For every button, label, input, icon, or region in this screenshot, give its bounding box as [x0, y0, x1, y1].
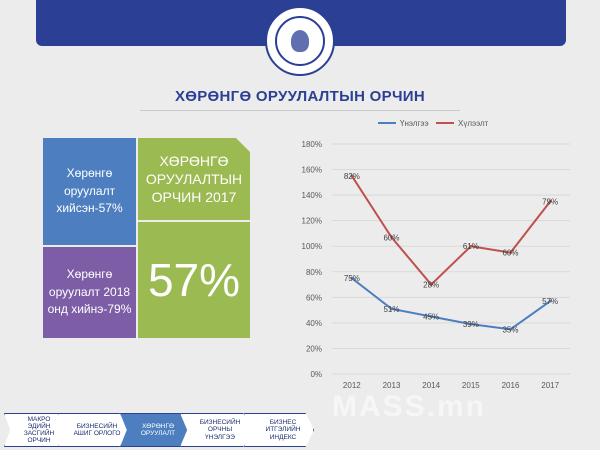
series-line-1 [350, 175, 551, 287]
y-tick-label: 40% [306, 319, 322, 328]
invested-tile: Хөрөнгө оруулалт хийсэн-57% [43, 138, 136, 245]
data-point [390, 307, 393, 311]
plan-2018-tile: Хөрөнгө оруулалт 2018 онд хийнэ-79% [43, 247, 136, 338]
data-point [350, 174, 354, 178]
y-tick-label: 20% [306, 344, 322, 353]
chamber-seal-logo [265, 6, 335, 76]
x-tick-label: 2012 [343, 381, 361, 390]
data-point [390, 235, 393, 239]
big-percent-tile: 57% [138, 222, 250, 338]
line-chart: 0% 20% 40% 60% 80% 100% 120% 140% 160% 180% 2012 20… [302, 119, 570, 390]
y-tick-label: 180% [302, 140, 322, 149]
env-2017-title-tile: ХӨРӨНГӨ ОРУУЛАЛТЫН ОРЧИН 2017 [138, 138, 250, 220]
data-label: 39% [463, 320, 479, 329]
data-label: 61% [463, 242, 479, 251]
legend-label: Үнэлгээ [400, 119, 429, 128]
x-tick-label: 2014 [422, 381, 440, 390]
y-tick-label: 140% [302, 191, 322, 200]
nav-label: МАКРО ЭДИЙН ЗАСГИЙН ОРЧИН [23, 415, 55, 445]
title-divider [140, 110, 460, 111]
y-tick-label: 100% [302, 242, 322, 251]
data-point [469, 322, 473, 326]
nav-label: БИЗНЕСИЙН АШИГ ОРЛОГО [73, 422, 121, 437]
data-label: 60% [502, 249, 518, 258]
legend-label: Хүлээлт [458, 119, 489, 128]
x-tick-label: 2015 [462, 381, 480, 390]
nav-confidence-index[interactable]: БИЗНЕС ИТГЭЛИЙН ИНДЕКС [244, 413, 314, 447]
nav-label: БИЗНЕС ИТГЭЛИЙН ИНДЕКС [265, 419, 301, 441]
nav-business-environment[interactable]: БИЗНЕСИЙН ОРЧНЫ ҮНЭЛГЭЭ [180, 413, 252, 447]
y-tick-label: 160% [302, 166, 322, 175]
nav-business-profit[interactable]: БИЗНЕСИЙН АШИГ ОРЛОГО [58, 413, 128, 447]
data-label: 45% [423, 313, 439, 322]
data-label: 79% [542, 198, 558, 207]
data-label: 35% [502, 325, 518, 334]
nav-label: ХӨРӨНГӨ ОРУУЛАЛТ [140, 422, 176, 437]
footer-nav: МАКРО ЭДИЙН ЗАСГИЙН ОРЧИН БИЗНЕСИЙН АШИГ… [4, 410, 314, 450]
data-point [350, 276, 354, 280]
y-tick-label: 0% [310, 370, 322, 379]
nav-label: БИЗНЕСИЙН ОРЧНЫ ҮНЭЛГЭЭ [199, 419, 241, 441]
y-tick-label: 120% [302, 217, 322, 226]
data-point [548, 200, 552, 203]
series-line-0 [351, 277, 551, 331]
x-tick-label: 2017 [541, 381, 559, 390]
nav-macro-economy[interactable]: МАКРО ЭДИЙН ЗАСГИЙН ОРЧИН [4, 413, 66, 447]
data-label: 57% [542, 297, 558, 306]
x-tick-label: 2016 [502, 381, 520, 390]
data-point [429, 283, 433, 287]
data-point [509, 327, 512, 331]
data-point [509, 251, 512, 255]
data-label: 28% [423, 281, 439, 290]
seal-emblem-icon [291, 30, 309, 52]
seal-inner-ring [275, 16, 325, 66]
nav-investment[interactable]: ХӨРӨНГӨ ОРУУЛАЛТ [120, 413, 188, 447]
data-point [429, 315, 433, 318]
x-tick-label: 2013 [383, 381, 401, 390]
data-point [548, 299, 552, 303]
page-title: ХӨРӨНГӨ ОРУУЛАЛТЫН ОРЧИН [174, 88, 426, 105]
data-label: 75% [344, 274, 360, 283]
data-point [469, 244, 473, 248]
y-tick-label: 60% [306, 293, 322, 302]
data-label: 51% [383, 305, 399, 314]
data-label: 82% [344, 172, 360, 181]
watermark-text: MASS.mn [332, 390, 487, 423]
data-label: 60% [383, 233, 399, 242]
y-tick-label: 80% [306, 268, 322, 277]
